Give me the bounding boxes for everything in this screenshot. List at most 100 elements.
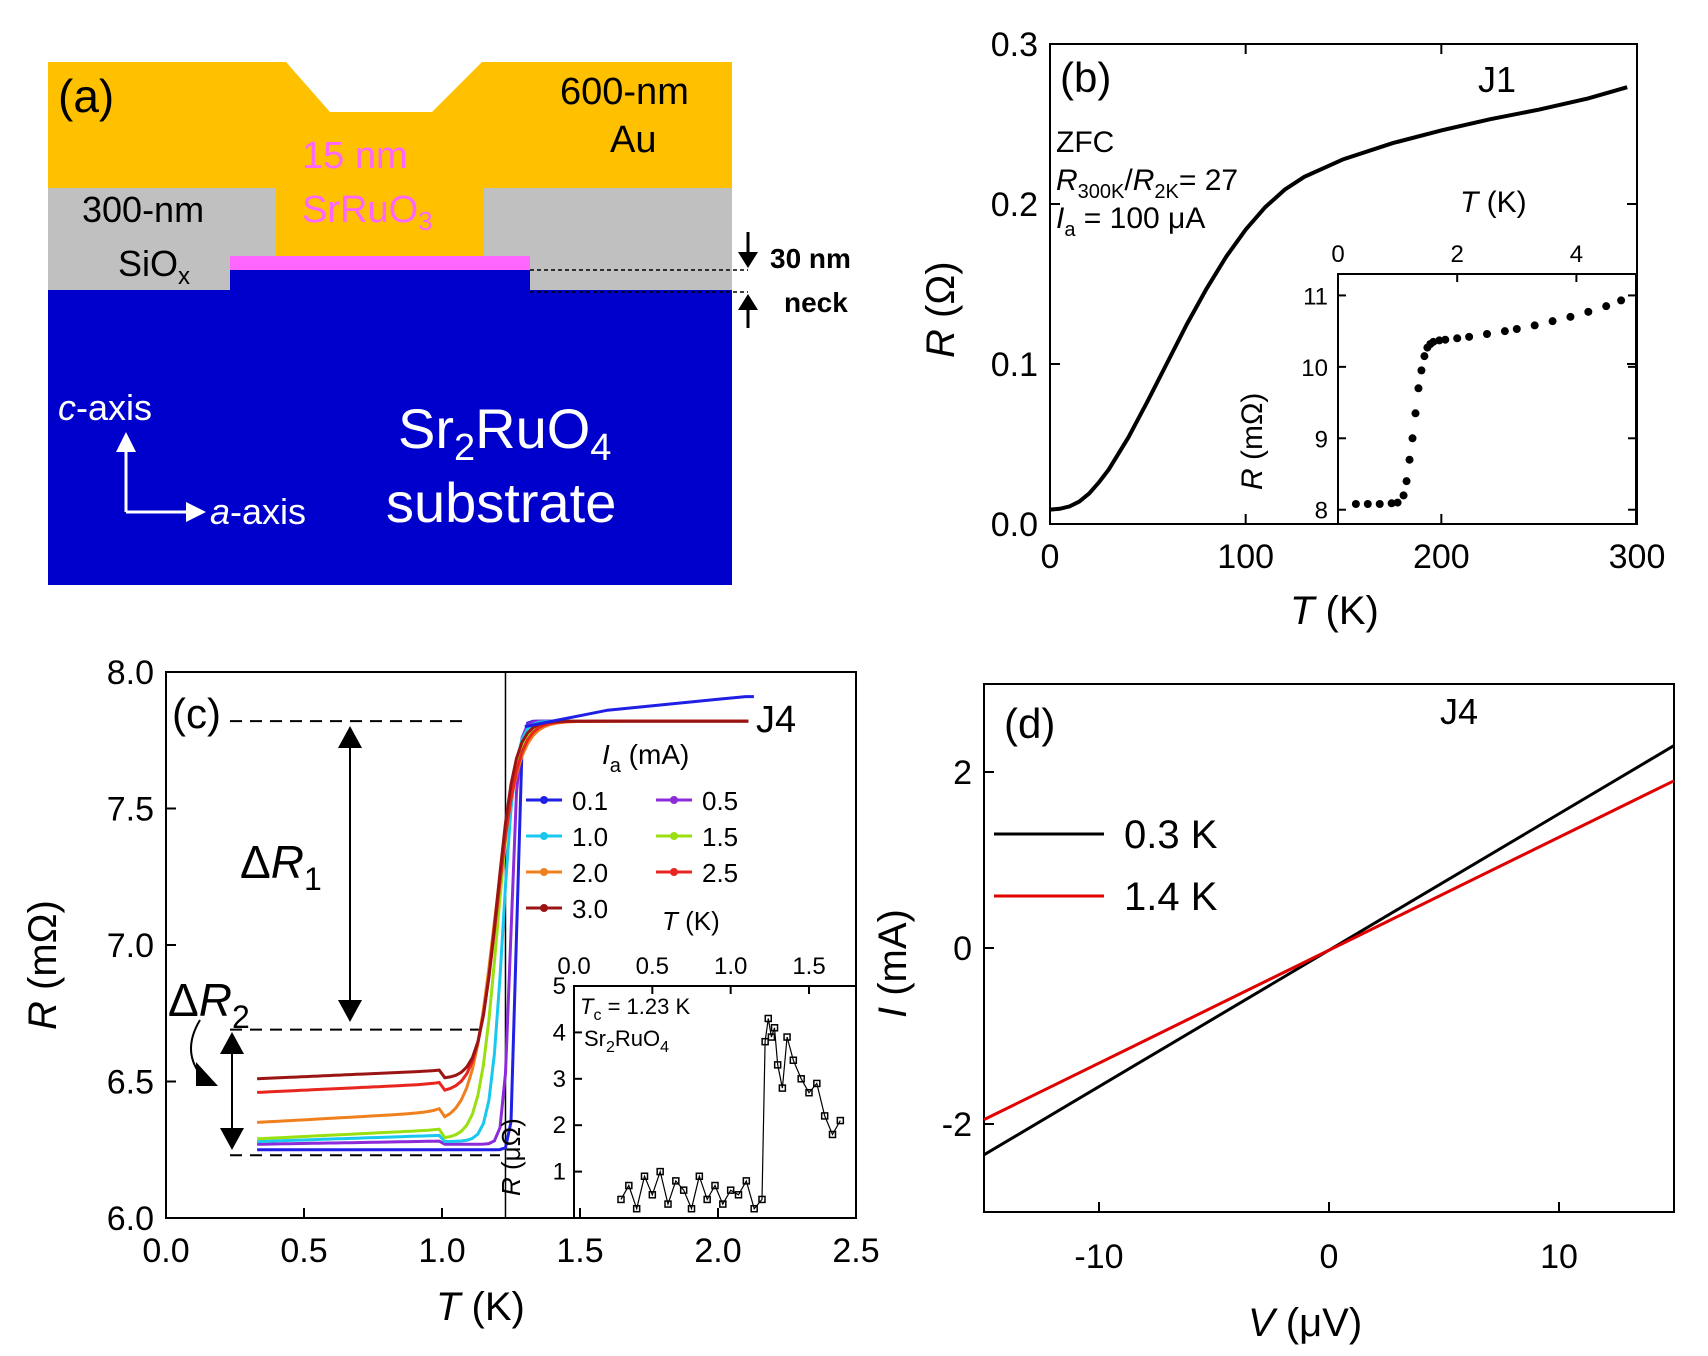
panel-b-inset-point-22 xyxy=(1512,325,1521,333)
panel-d-series-1.4-K xyxy=(983,779,1675,1121)
panel-d-xtick-label-2: 10 xyxy=(1540,1238,1578,1276)
neck-label-bottom: neck xyxy=(784,287,848,318)
panel-b-inset-point-24 xyxy=(1548,317,1557,326)
gold-layer xyxy=(48,62,732,258)
panel-c-xtick-label-3: 1.5 xyxy=(556,1232,603,1270)
panel-c-inset-point-25 xyxy=(783,1033,791,1041)
srruo3-film xyxy=(230,256,530,270)
panel-c-legend-label-0.5: 0.5 xyxy=(702,786,738,816)
panel-d-legend-label-1: 1.4 K xyxy=(1124,875,1218,919)
panel-c-inset-point-1 xyxy=(625,1181,633,1190)
panel-b-inset-point-19 xyxy=(1465,332,1474,341)
panel-c-ytick-label-0: 6.0 xyxy=(107,1200,154,1238)
panel-c-x-axis-label: T (K) xyxy=(436,1285,525,1329)
panel-c-xtick-label-2: 1.0 xyxy=(418,1232,465,1270)
panel-c-inset-point-13 xyxy=(719,1200,727,1208)
panel-c-inset-point-26 xyxy=(789,1056,798,1064)
panel-b-inset-point-8 xyxy=(1408,434,1417,443)
sio-label-line1: 300-nm xyxy=(82,189,204,230)
panel-b-inset-point-23 xyxy=(1530,321,1539,330)
panel-c-inset-xtick-label-2: 1.0 xyxy=(714,953,747,980)
panel-c-legend-label-2.5: 2.5 xyxy=(702,858,738,888)
panel-b-label: (b) xyxy=(1060,54,1111,101)
panel-c-inset-ytick-label-1: 2 xyxy=(553,1112,566,1139)
panel-c-inset-ytick-label-3: 4 xyxy=(553,1019,566,1046)
panel-d-x-axis-label: V (μV) xyxy=(1248,1301,1362,1345)
panel-b-inset-point-16 xyxy=(1435,336,1444,345)
substrate-block xyxy=(48,290,732,585)
panel-b-inset-point-12 xyxy=(1420,352,1429,361)
panel-b-inset-point-17 xyxy=(1441,335,1450,344)
panel-b-inset-point-20 xyxy=(1483,330,1491,338)
panel-b-ytick-label-2: 0.2 xyxy=(991,186,1038,224)
panel-d-ytick-label-0: -2 xyxy=(942,1106,972,1144)
panel-c-inset-point-9 xyxy=(687,1204,696,1213)
panel-c-legend-label-1.0: 1.0 xyxy=(572,822,608,852)
panel-b-x-axis-label: T (K) xyxy=(1290,589,1379,633)
panel-c-inset-xtick-label-0: 0.0 xyxy=(557,953,590,980)
panel-b-xtick-label-2: 200 xyxy=(1413,538,1470,576)
panel-c: 0.0 0.5 1.0 1.5 2.0 2.5 6.0 6.5 7.0 7.5 8.0 (c) J4… xyxy=(21,654,880,1329)
panel-d-xtick-label-1: 0 xyxy=(1320,1238,1339,1276)
panel-c-legend-marker-0.5 xyxy=(670,796,678,804)
delta-r2-arrow xyxy=(220,1032,244,1150)
a-axis-label: a-axis xyxy=(210,491,306,532)
panel-b-inset-xtick-label-0: 0 xyxy=(1331,241,1344,268)
panel-b-inset-point-21 xyxy=(1500,327,1509,336)
panel-b-inset-point-0 xyxy=(1351,500,1360,508)
panel-c-inset-point-29 xyxy=(813,1079,821,1088)
panel-b-inset-point-5 xyxy=(1399,491,1408,500)
panel-c-sample: J4 xyxy=(756,699,796,741)
panel-b-inset: 0 2 4 8 9 10 11 T (K) R (mΩ) xyxy=(1236,186,1637,525)
panel-c-inset-point-14 xyxy=(726,1186,735,1194)
panel-c-high-branch xyxy=(524,695,754,729)
panel-c-inset-point-2 xyxy=(632,1204,641,1213)
panel-c-inset-point-4 xyxy=(648,1191,657,1199)
panel-c-xtick-label-1: 0.5 xyxy=(280,1232,327,1270)
panel-c-inset-xtick-label-3: 1.5 xyxy=(792,953,825,980)
panel-c-inset-x-label: T (K) xyxy=(662,906,720,936)
panel-b-inset-xtick-label-1: 2 xyxy=(1451,241,1464,268)
substrate-label-line1: Sr2RuO4 xyxy=(398,397,611,469)
panel-d-label: (d) xyxy=(1004,700,1055,747)
panel-b-rt-curve xyxy=(1049,85,1628,512)
neck-label-top: 30 nm xyxy=(770,243,851,274)
panel-b-inset-point-10 xyxy=(1414,384,1423,393)
panel-c-inset-point-23 xyxy=(773,1061,782,1069)
panel-d-y-axis-label: I (mA) xyxy=(871,909,915,1018)
panel-c-inset-point-24 xyxy=(778,1084,787,1092)
panel-c-legend-marker-0.1 xyxy=(540,796,548,804)
film-label-line2: SrRuO3 xyxy=(302,189,433,236)
panel-c-inset-point-19 xyxy=(761,1037,769,1046)
au-label-line2: Au xyxy=(610,119,656,161)
delta-r2-label: ΔR2 xyxy=(168,974,250,1035)
panel-c-legend-marker-3.0 xyxy=(540,904,548,912)
panel-c-ytick-label-2: 7.0 xyxy=(107,927,154,965)
panel-b-inset-ytick-label-2: 10 xyxy=(1301,355,1328,382)
panel-b-inset-point-1 xyxy=(1363,500,1372,508)
panel-c-legend-label-1.5: 1.5 xyxy=(702,822,738,852)
neck-step xyxy=(230,270,530,290)
panel-c-inset-point-17 xyxy=(750,1204,758,1213)
panel-c-xtick-label-5: 2.5 xyxy=(832,1232,879,1270)
panel-c-inset-point-15 xyxy=(734,1191,743,1199)
panel-c-inset-point-27 xyxy=(797,1075,805,1083)
panel-b-inset-point-11 xyxy=(1417,366,1426,375)
panel-d-ytick-label-1: 0 xyxy=(953,930,972,968)
panel-c-inset-tc: Tc = 1.23 K xyxy=(580,994,690,1024)
panel-d-xtick-label-0: -10 xyxy=(1074,1238,1123,1276)
panel-c-inset-frame xyxy=(573,985,857,1219)
panel-b-ytick-label-0: 0.0 xyxy=(991,506,1038,544)
panel-c-inset-point-11 xyxy=(703,1195,711,1204)
neck-arrow-bottom xyxy=(738,294,758,328)
panel-b-inset-point-18 xyxy=(1453,334,1462,343)
panel-c-y-axis-label: R (mΩ) xyxy=(21,900,65,1030)
panel-c-label: (c) xyxy=(172,690,221,737)
panel-c-legend-marker-2.5 xyxy=(670,868,678,876)
panel-d-frame xyxy=(983,683,1675,1213)
panel-c-legend-title: Ia (mA) xyxy=(602,739,689,777)
panel-b-inset-point-25 xyxy=(1566,312,1575,321)
panel-b-inset-point-2 xyxy=(1375,500,1384,508)
panel-c-ytick-label-1: 6.5 xyxy=(107,1064,154,1102)
